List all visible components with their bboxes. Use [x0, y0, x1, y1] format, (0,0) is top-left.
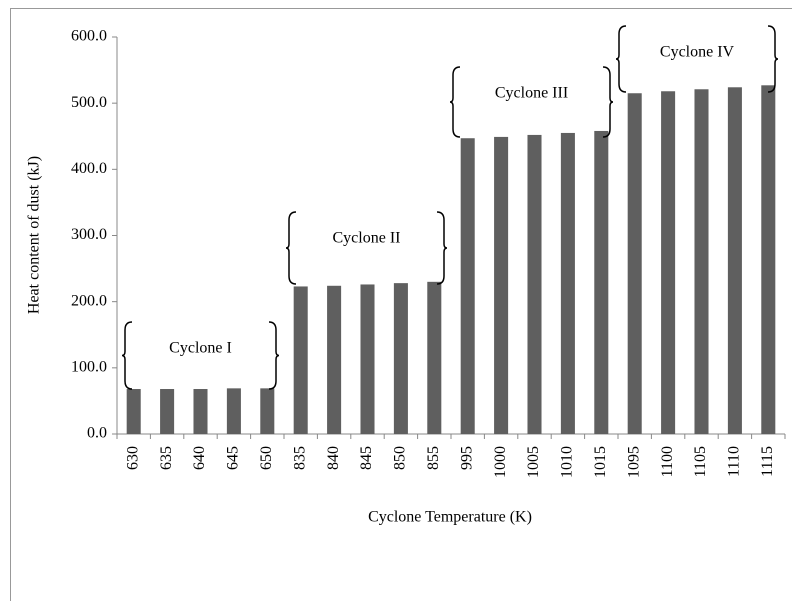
x-tick-label: 1100: [659, 446, 676, 477]
bar: [394, 283, 408, 434]
annotation: Cyclone IV: [660, 44, 735, 61]
bar: [728, 87, 742, 434]
y-tick-label: 300.0: [71, 226, 107, 243]
bar: [294, 286, 308, 434]
x-tick-label: 855: [425, 446, 442, 470]
bar: [327, 286, 341, 434]
y-tick-label: 200.0: [71, 292, 107, 309]
y-tick-label: 400.0: [71, 160, 107, 177]
bar: [360, 284, 374, 434]
y-tick-label: 100.0: [71, 359, 107, 376]
x-tick-label: 1095: [625, 446, 642, 478]
bracket: [450, 67, 613, 137]
annotation: Cyclone III: [495, 85, 568, 102]
bar: [761, 85, 775, 434]
bar: [461, 138, 475, 434]
x-tick-label: 850: [392, 446, 409, 470]
annotation: Cyclone II: [333, 230, 401, 247]
x-tick-label: 1010: [559, 446, 576, 478]
x-tick-label: 630: [124, 446, 141, 470]
y-tick-label: 500.0: [71, 94, 107, 111]
bar: [160, 389, 174, 434]
y-tick-label: 0.0: [87, 425, 107, 442]
annotation: Cyclone I: [169, 340, 232, 357]
y-tick-label: 600.0: [71, 28, 107, 45]
bracket: [286, 212, 447, 284]
bar: [193, 389, 207, 434]
x-tick-label: 1005: [525, 446, 542, 478]
x-tick-label: 835: [291, 446, 308, 470]
bar: [527, 135, 541, 434]
x-tick-label: 1000: [492, 446, 509, 478]
bar: [628, 93, 642, 434]
bar: [694, 89, 708, 434]
x-tick-label: 640: [191, 446, 208, 470]
x-tick-label: 1115: [759, 446, 776, 477]
bar: [427, 282, 441, 434]
x-tick-label: 995: [458, 446, 475, 470]
bar: [661, 91, 675, 434]
x-tick-label: 645: [225, 446, 242, 470]
x-axis-title: Cyclone Temperature (K): [368, 509, 532, 526]
bar: [494, 137, 508, 434]
x-tick-label: 1110: [726, 446, 743, 477]
x-tick-label: 840: [325, 446, 342, 470]
bar: [561, 133, 575, 434]
bar: [127, 389, 141, 434]
bar: [260, 388, 274, 434]
x-tick-label: 1015: [592, 446, 609, 478]
x-tick-label: 845: [358, 446, 375, 470]
x-tick-label: 650: [258, 446, 275, 470]
x-tick-label: 1105: [692, 446, 709, 477]
y-axis-title: Heat content of dust (kJ): [26, 156, 43, 314]
bar: [227, 388, 241, 434]
bar: [594, 131, 608, 434]
x-tick-label: 635: [158, 446, 175, 470]
